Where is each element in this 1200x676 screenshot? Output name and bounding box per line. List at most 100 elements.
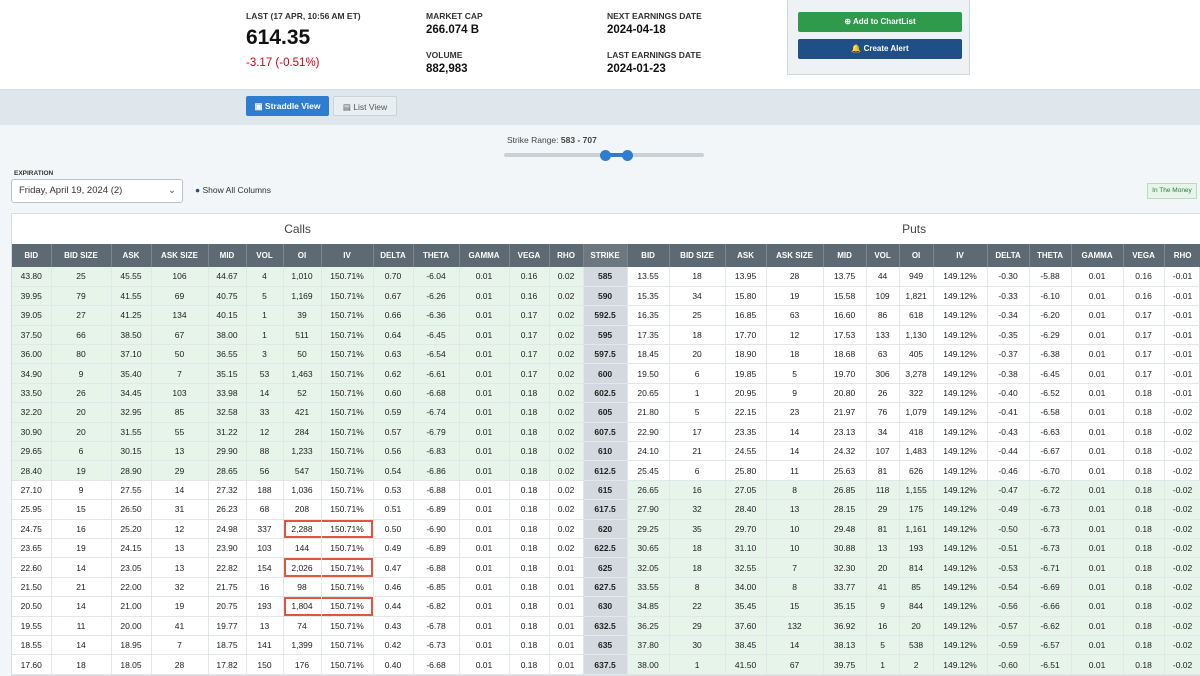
table-cell: 20.80 <box>823 383 867 404</box>
straddle-view-button[interactable]: ▣ Straddle View <box>246 96 329 116</box>
show-all-columns[interactable]: ● Show All Columns <box>195 185 272 195</box>
table-cell: 149.12% <box>933 654 988 675</box>
table-cell: 5 <box>766 363 824 384</box>
option-row: 33.50 26 34.45 103 33.98 14 52 150.71% 0.60 -6.68… <box>12 383 1200 404</box>
table-cell: 149.12% <box>933 616 988 636</box>
table-cell: 16 <box>246 577 284 598</box>
table-cell: 0.17 <box>1123 344 1165 365</box>
table-cell: 35.15 <box>208 363 247 384</box>
option-row: 32.20 20 32.95 85 32.58 33 421 150.71% 0.59 -6.74… <box>12 402 1200 423</box>
volume: 882,983 <box>426 63 468 75</box>
table-cell: 1 <box>669 383 726 404</box>
table-cell: 41.55 <box>111 286 152 307</box>
table-cell: -6.88 <box>413 480 460 501</box>
table-cell: 0.50 <box>373 519 414 539</box>
range-handle[interactable] <box>622 150 633 161</box>
table-cell: -0.02 <box>1164 460 1200 481</box>
table-cell: 322 <box>899 383 934 404</box>
table-cell: 0.01 <box>549 616 584 636</box>
table-cell: 193 <box>899 538 934 559</box>
table-cell: 0.02 <box>549 499 584 520</box>
table-cell: 33.98 <box>208 383 247 404</box>
table-cell: 18.45 <box>627 344 670 365</box>
table-cell: 150.71% <box>321 596 374 617</box>
table-cell: 149.12% <box>933 596 988 617</box>
table-cell: 538 <box>899 635 934 656</box>
table-cell: 0.01 <box>1071 596 1124 617</box>
table-cell: 25 <box>669 305 726 326</box>
next-earnings-label: NEXT EARNINGS DATE <box>607 11 702 21</box>
table-cell: 15.35 <box>627 286 670 307</box>
table-cell: 0.18 <box>509 635 550 656</box>
table-cell: 0.43 <box>373 616 414 636</box>
table-cell: 193 <box>246 596 284 617</box>
table-cell: -0.01 <box>1164 344 1200 365</box>
table-cell: 14 <box>51 596 112 617</box>
range-handle[interactable] <box>600 150 611 161</box>
table-cell: 50 <box>151 344 209 365</box>
table-cell: -6.63 <box>1029 422 1072 443</box>
table-cell: -0.02 <box>1164 422 1200 443</box>
table-cell: 34.00 <box>725 577 767 598</box>
create-alert-button[interactable]: 🔔 Create Alert <box>798 39 962 59</box>
table-cell: 15.80 <box>725 286 767 307</box>
table-cell: 36.55 <box>208 344 247 365</box>
table-cell: 33.55 <box>627 577 670 598</box>
table-cell: 27.90 <box>627 499 670 520</box>
option-row: 39.95 79 41.55 69 40.75 5 1,169 150.71% 0.67 -6.2… <box>12 286 1200 307</box>
table-cell: 3 <box>246 344 284 365</box>
table-cell: 0.62 <box>373 363 414 384</box>
table-cell: 0.01 <box>459 577 510 598</box>
table-cell: 0.01 <box>459 596 510 617</box>
table-cell: 29.70 <box>725 519 767 539</box>
table-cell: 38.00 <box>208 325 247 346</box>
table-cell: 1,821 <box>899 286 934 307</box>
table-cell: 0.18 <box>1123 538 1165 559</box>
table-cell: 23.05 <box>111 557 152 578</box>
table-cell: 0.18 <box>509 480 550 501</box>
list-view-button[interactable]: ▤ List View <box>333 96 397 116</box>
strike-cell: 637.5 <box>583 654 628 675</box>
table-cell: 0.02 <box>549 441 584 462</box>
table-cell: 32.30 <box>823 557 867 578</box>
table-cell: 0.17 <box>509 305 550 326</box>
table-cell: 306 <box>866 363 900 384</box>
table-cell: 44.67 <box>208 267 247 287</box>
option-row: 37.50 66 38.50 67 38.00 1 511 150.71% 0.64 -6.45 0… <box>12 325 1200 346</box>
expiration-select[interactable]: Friday, April 19, 2024 (2) ⌄ <box>11 179 183 203</box>
table-cell: 74 <box>283 616 322 636</box>
table-cell: 4 <box>246 267 284 287</box>
add-chartlist-button[interactable]: ⊕ Add to ChartList <box>798 12 962 32</box>
button-label: List View <box>353 102 388 112</box>
table-cell: -0.02 <box>1164 402 1200 423</box>
table-cell: 149.12% <box>933 325 988 346</box>
table-cell: -0.46 <box>987 460 1030 481</box>
table-cell: 0.17 <box>1123 363 1165 384</box>
table-cell: 20.75 <box>208 596 247 617</box>
table-cell: 45.55 <box>111 267 152 287</box>
table-cell: 149.12% <box>933 402 988 423</box>
table-cell: 0.51 <box>373 499 414 520</box>
table-cell: 106 <box>151 267 209 287</box>
table-cell: -0.56 <box>987 596 1030 617</box>
table-cell: 618 <box>899 305 934 326</box>
table-cell: 88 <box>246 441 284 462</box>
in-the-money-legend: In The Money <box>1147 183 1197 199</box>
table-cell: -6.88 <box>413 557 460 578</box>
table-cell: 21.50 <box>12 577 52 598</box>
table-cell: -0.60 <box>987 654 1030 675</box>
table-cell: 66 <box>51 325 112 346</box>
table-cell: 1,010 <box>283 267 322 287</box>
table-cell: 24.15 <box>111 538 152 559</box>
table-cell: 27.55 <box>111 480 152 501</box>
table-cell: 22.15 <box>725 402 767 423</box>
table-cell: -6.45 <box>413 325 460 346</box>
table-cell: 149.12% <box>933 557 988 578</box>
table-cell: 26.85 <box>823 480 867 501</box>
table-cell: -0.01 <box>1164 383 1200 404</box>
table-cell: -6.10 <box>1029 286 1072 307</box>
table-cell: 39.75 <box>823 654 867 675</box>
table-cell: 0.01 <box>459 557 510 578</box>
table-cell: 149.12% <box>933 383 988 404</box>
table-cell: 31.10 <box>725 538 767 559</box>
